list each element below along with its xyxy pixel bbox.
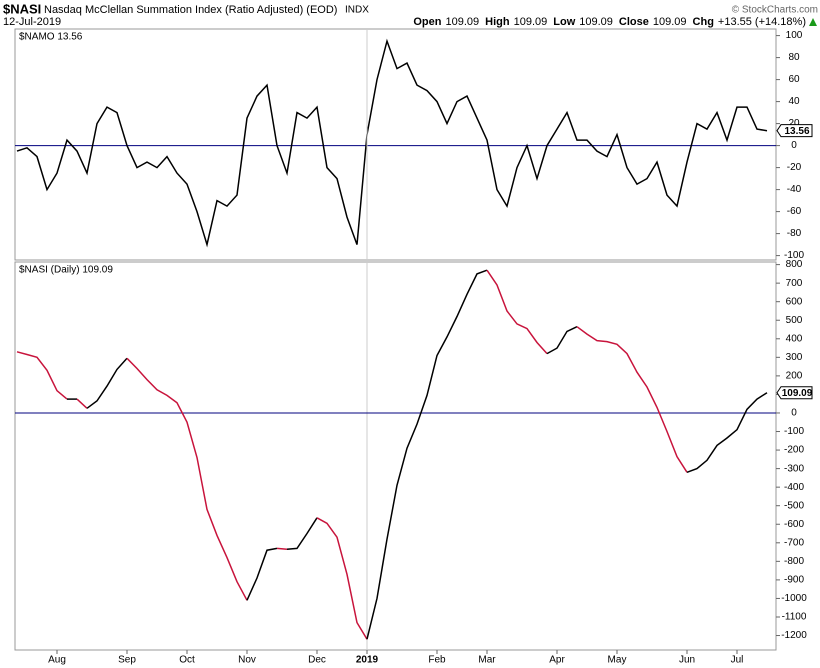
y-tick-label: 40: [788, 96, 800, 107]
y-tick-label: -1000: [781, 593, 807, 604]
y-tick-label: 300: [786, 352, 803, 363]
quote-label: High: [485, 16, 510, 28]
panel-frame: [14, 261, 777, 651]
last-value-label: 13.56: [784, 126, 809, 137]
y-tick-label: 20: [788, 118, 800, 129]
y-tick-label: -40: [787, 184, 802, 195]
line: [576, 326, 688, 473]
y-tick-label: -600: [784, 519, 804, 530]
last-value-box: [776, 386, 813, 400]
y-tick-label: -1200: [781, 630, 807, 641]
x-tick-label: Aug: [48, 655, 66, 666]
y-tick-label: -500: [784, 500, 804, 511]
line: [486, 269, 548, 355]
line: [316, 517, 368, 640]
line: [276, 547, 288, 551]
x-tick-label: Nov: [238, 655, 256, 666]
up-arrow: [809, 18, 817, 26]
quote-label: Chg: [693, 16, 714, 28]
y-tick-label: 100: [786, 30, 803, 41]
symbol: $NASI: [3, 1, 41, 16]
x-tick-label: Feb: [428, 655, 446, 666]
quote-value: 109.09: [514, 16, 548, 28]
x-tick-label: May: [608, 655, 627, 666]
y-tick-label: 60: [788, 74, 800, 85]
line: [246, 547, 278, 601]
line: [16, 38, 768, 248]
quote: Open 109.09 High 109.09 Low 109.09 Close 109.09…: [413, 16, 806, 28]
x-tick-label: Jun: [679, 655, 695, 666]
y-tick-label: 0: [791, 408, 797, 419]
last-value-label: 109.09: [782, 388, 813, 399]
last-value-box: [776, 124, 813, 138]
quote-label: Close: [619, 16, 649, 28]
exchange: INDX: [345, 5, 369, 16]
x-tick-label: Mar: [478, 655, 496, 666]
y-tick-label: -100: [784, 250, 804, 261]
x-tick-label: Dec: [308, 655, 326, 666]
x-tick-label: Apr: [549, 655, 565, 666]
quote-value: +13.55 (+14.18%): [718, 16, 806, 28]
y-tick-label: 600: [786, 296, 803, 307]
y-tick-label: -800: [784, 556, 804, 567]
quote-value: 109.09: [579, 16, 613, 28]
line: [16, 351, 68, 400]
panel-label: $NAMO 13.56: [19, 32, 83, 43]
panel-label: $NASI (Daily) 109.09: [19, 265, 113, 276]
y-tick-label: -80: [787, 228, 802, 239]
x-tick-label: Oct: [179, 655, 195, 666]
y-tick-label: -400: [784, 482, 804, 493]
y-tick-label: 0: [791, 140, 797, 151]
y-tick-label: 400: [786, 333, 803, 344]
y-tick-label: -100: [784, 426, 804, 437]
y-tick-label: -60: [787, 206, 802, 217]
line: [126, 357, 248, 601]
y-tick-label: -300: [784, 463, 804, 474]
x-tick-label: Jul: [731, 655, 744, 666]
line: [686, 392, 768, 474]
y-tick-label: 800: [786, 259, 803, 270]
y-tick-label: 500: [786, 315, 803, 326]
y-tick-label: 700: [786, 278, 803, 289]
line: [546, 326, 578, 355]
y-tick-label: -20: [787, 162, 802, 173]
line: [86, 357, 128, 409]
quote-value: 109.09: [445, 16, 479, 28]
y-tick-label: -700: [784, 537, 804, 548]
y-tick-label: 80: [788, 52, 800, 63]
y-tick-label: -1100: [782, 612, 807, 623]
line: [76, 398, 88, 409]
y-tick-label: -900: [784, 575, 804, 586]
y-tick-label: 200: [786, 371, 803, 382]
line: [366, 269, 488, 640]
x-tick-label: 2019: [356, 655, 379, 666]
date: 12-Jul-2019: [3, 16, 61, 28]
y-tick-label: -200: [784, 445, 804, 456]
line: [286, 517, 318, 551]
quote-value: 109.09: [653, 16, 687, 28]
quote-label: Open: [413, 16, 441, 28]
panel-frame: [14, 28, 777, 261]
x-tick-label: Sep: [118, 655, 136, 666]
quote-label: Low: [553, 16, 575, 28]
index-name: Nasdaq McClellan Summation Index (Ratio …: [44, 4, 337, 16]
copyright: © StockCharts.com: [732, 5, 818, 16]
